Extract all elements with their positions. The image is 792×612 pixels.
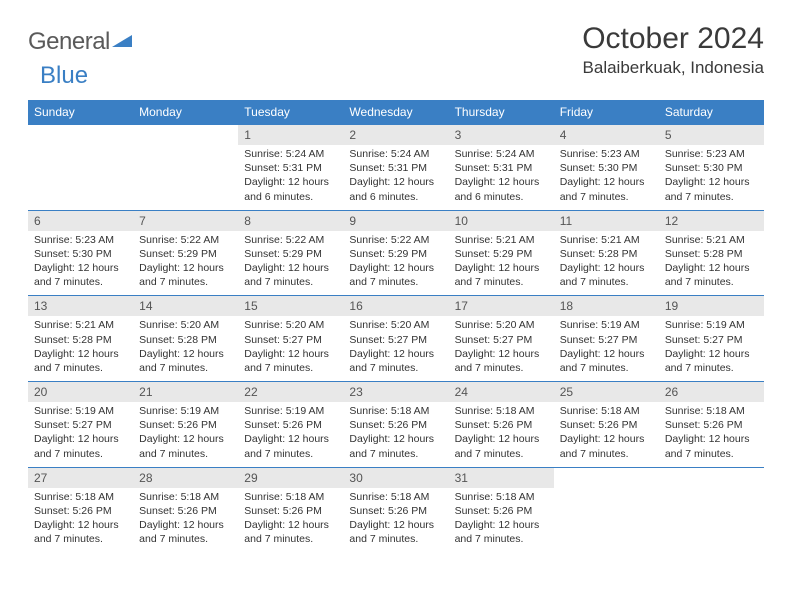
day-number-cell: 14 [133,296,238,317]
day-number-cell: 10 [449,210,554,231]
day-number-cell [554,467,659,488]
day-content-cell: Sunrise: 5:21 AMSunset: 5:28 PMDaylight:… [554,231,659,296]
day-number-row: 6789101112 [28,210,764,231]
day-content-cell [133,145,238,210]
day-content-cell: Sunrise: 5:19 AMSunset: 5:27 PMDaylight:… [28,402,133,467]
day-content-cell: Sunrise: 5:21 AMSunset: 5:28 PMDaylight:… [28,316,133,381]
day-number-cell: 9 [343,210,448,231]
day-number-cell: 20 [28,382,133,403]
day-content-row: Sunrise: 5:19 AMSunset: 5:27 PMDaylight:… [28,402,764,467]
day-number-cell: 5 [659,125,764,146]
day-content-cell: Sunrise: 5:20 AMSunset: 5:28 PMDaylight:… [133,316,238,381]
day-number-cell: 26 [659,382,764,403]
day-number-cell: 6 [28,210,133,231]
weekday-header: Monday [133,100,238,125]
day-number-cell [28,125,133,146]
day-content-cell: Sunrise: 5:23 AMSunset: 5:30 PMDaylight:… [28,231,133,296]
day-content-cell: Sunrise: 5:19 AMSunset: 5:27 PMDaylight:… [659,316,764,381]
day-content-row: Sunrise: 5:23 AMSunset: 5:30 PMDaylight:… [28,231,764,296]
day-content-cell: Sunrise: 5:18 AMSunset: 5:26 PMDaylight:… [238,488,343,553]
day-content-cell: Sunrise: 5:21 AMSunset: 5:29 PMDaylight:… [449,231,554,296]
day-number-cell: 31 [449,467,554,488]
day-content-cell: Sunrise: 5:18 AMSunset: 5:26 PMDaylight:… [343,488,448,553]
weekday-header: Wednesday [343,100,448,125]
day-content-cell: Sunrise: 5:18 AMSunset: 5:26 PMDaylight:… [449,402,554,467]
day-number-cell: 2 [343,125,448,146]
weekday-header: Sunday [28,100,133,125]
day-number-cell: 16 [343,296,448,317]
day-content-cell [28,145,133,210]
day-content-cell: Sunrise: 5:24 AMSunset: 5:31 PMDaylight:… [449,145,554,210]
day-number-row: 2728293031 [28,467,764,488]
day-content-cell [659,488,764,553]
day-content-cell: Sunrise: 5:18 AMSunset: 5:26 PMDaylight:… [659,402,764,467]
day-content-row: Sunrise: 5:21 AMSunset: 5:28 PMDaylight:… [28,316,764,381]
day-number-cell: 17 [449,296,554,317]
day-number-cell: 18 [554,296,659,317]
day-number-cell: 3 [449,125,554,146]
day-content-cell: Sunrise: 5:18 AMSunset: 5:26 PMDaylight:… [554,402,659,467]
weekday-header-row: SundayMondayTuesdayWednesdayThursdayFrid… [28,100,764,125]
day-content-cell: Sunrise: 5:23 AMSunset: 5:30 PMDaylight:… [554,145,659,210]
day-content-cell: Sunrise: 5:20 AMSunset: 5:27 PMDaylight:… [343,316,448,381]
day-content-cell: Sunrise: 5:18 AMSunset: 5:26 PMDaylight:… [449,488,554,553]
day-number-cell: 30 [343,467,448,488]
day-number-cell: 11 [554,210,659,231]
day-content-cell: Sunrise: 5:22 AMSunset: 5:29 PMDaylight:… [343,231,448,296]
weekday-header: Thursday [449,100,554,125]
logo-text-1: General [28,28,110,56]
day-number-cell: 28 [133,467,238,488]
weekday-header: Tuesday [238,100,343,125]
day-content-cell: Sunrise: 5:19 AMSunset: 5:26 PMDaylight:… [238,402,343,467]
day-content-cell: Sunrise: 5:24 AMSunset: 5:31 PMDaylight:… [238,145,343,210]
day-content-cell: Sunrise: 5:21 AMSunset: 5:28 PMDaylight:… [659,231,764,296]
day-content-cell: Sunrise: 5:22 AMSunset: 5:29 PMDaylight:… [238,231,343,296]
day-content-cell: Sunrise: 5:20 AMSunset: 5:27 PMDaylight:… [449,316,554,381]
day-number-cell: 27 [28,467,133,488]
day-number-cell: 23 [343,382,448,403]
day-number-cell: 24 [449,382,554,403]
day-number-cell: 22 [238,382,343,403]
calendar-table: SundayMondayTuesdayWednesdayThursdayFrid… [28,100,764,552]
day-number-cell: 8 [238,210,343,231]
logo-triangle-icon [112,28,134,56]
day-content-cell: Sunrise: 5:18 AMSunset: 5:26 PMDaylight:… [133,488,238,553]
day-number-cell: 19 [659,296,764,317]
logo: General [28,22,134,56]
day-number-cell: 15 [238,296,343,317]
day-number-cell: 4 [554,125,659,146]
day-content-row: Sunrise: 5:24 AMSunset: 5:31 PMDaylight:… [28,145,764,210]
day-number-cell: 12 [659,210,764,231]
day-content-cell: Sunrise: 5:24 AMSunset: 5:31 PMDaylight:… [343,145,448,210]
day-number-cell: 21 [133,382,238,403]
day-content-cell [554,488,659,553]
day-content-cell: Sunrise: 5:23 AMSunset: 5:30 PMDaylight:… [659,145,764,210]
day-number-row: 13141516171819 [28,296,764,317]
logo-text-2: Blue [28,62,88,89]
weekday-header: Friday [554,100,659,125]
day-content-row: Sunrise: 5:18 AMSunset: 5:26 PMDaylight:… [28,488,764,553]
day-number-cell: 25 [554,382,659,403]
day-number-cell: 1 [238,125,343,146]
day-content-cell: Sunrise: 5:19 AMSunset: 5:27 PMDaylight:… [554,316,659,381]
day-content-cell: Sunrise: 5:18 AMSunset: 5:26 PMDaylight:… [28,488,133,553]
day-number-cell [133,125,238,146]
weekday-header: Saturday [659,100,764,125]
day-content-cell: Sunrise: 5:18 AMSunset: 5:26 PMDaylight:… [343,402,448,467]
day-number-row: 12345 [28,125,764,146]
day-number-cell: 29 [238,467,343,488]
day-number-cell: 13 [28,296,133,317]
day-number-cell [659,467,764,488]
month-title: October 2024 [582,22,764,56]
title-block: October 2024 Balaiberkuak, Indonesia [582,22,764,78]
day-number-cell: 7 [133,210,238,231]
day-content-cell: Sunrise: 5:19 AMSunset: 5:26 PMDaylight:… [133,402,238,467]
day-content-cell: Sunrise: 5:20 AMSunset: 5:27 PMDaylight:… [238,316,343,381]
day-number-row: 20212223242526 [28,382,764,403]
location: Balaiberkuak, Indonesia [582,58,764,78]
day-content-cell: Sunrise: 5:22 AMSunset: 5:29 PMDaylight:… [133,231,238,296]
